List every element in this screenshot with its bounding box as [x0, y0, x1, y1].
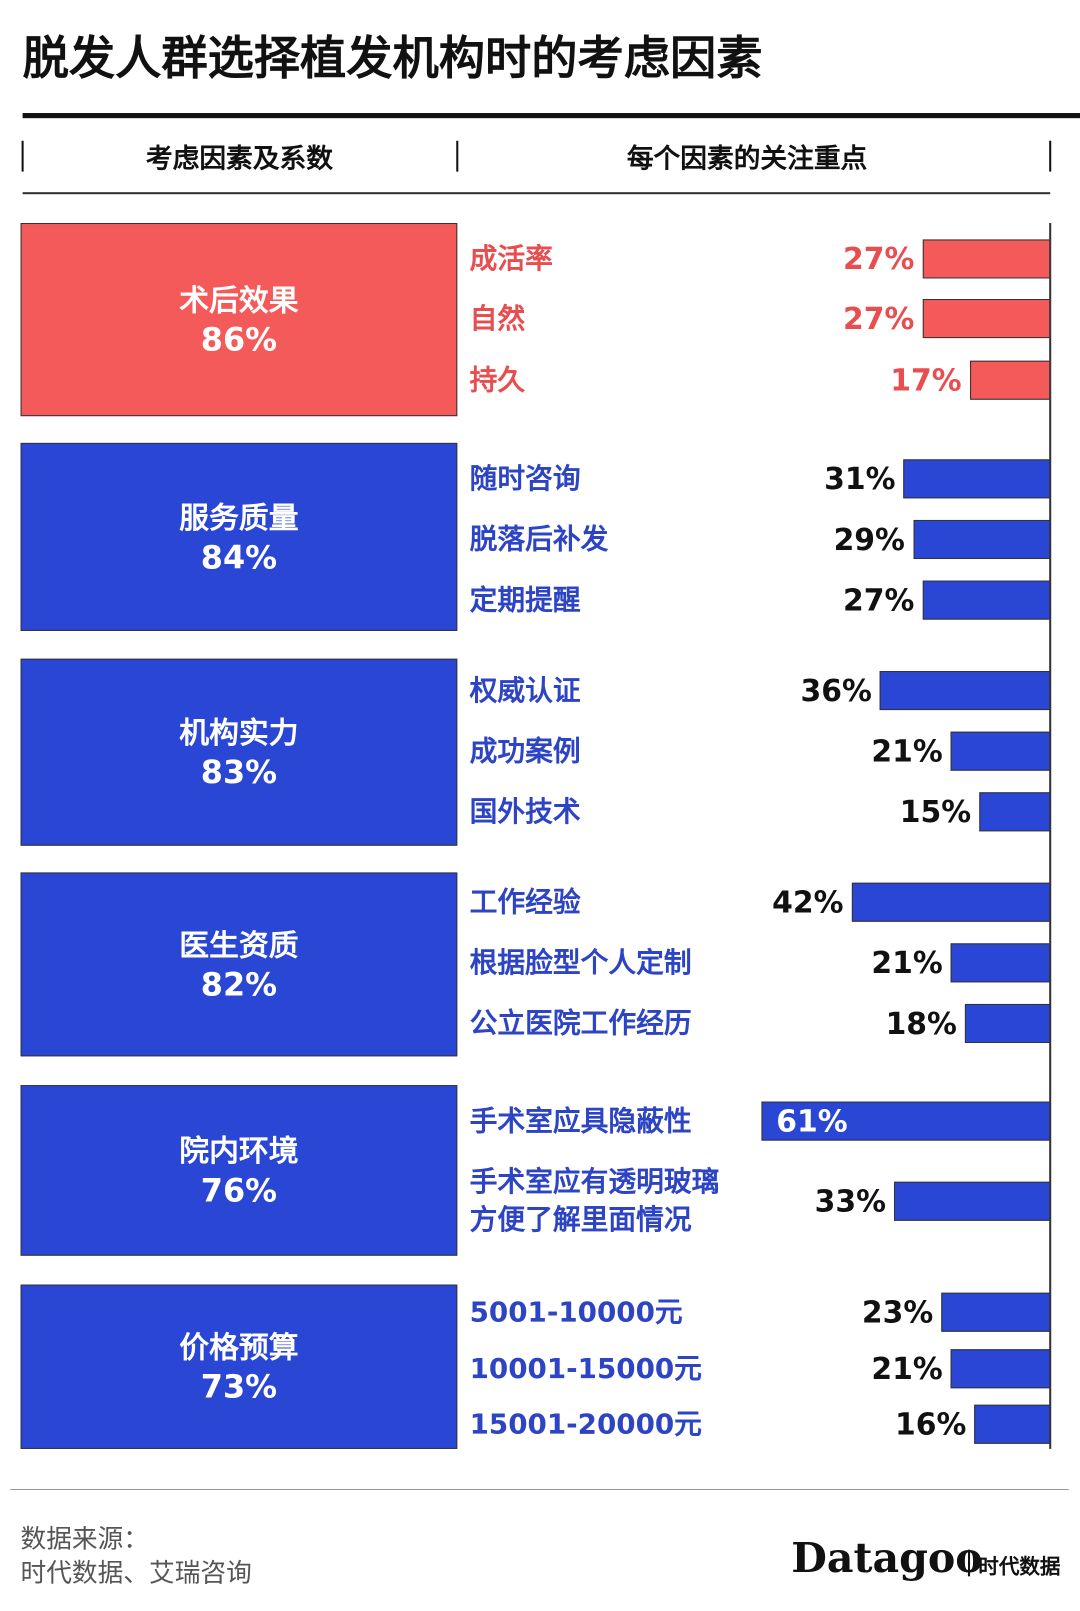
item-name: 5001-10000元 — [469, 1296, 683, 1329]
bar — [922, 299, 1051, 339]
item-name: 成功案例 — [469, 735, 581, 768]
logo: Datagoo — [791, 1534, 983, 1583]
bar — [974, 1404, 1051, 1444]
group-box — [20, 872, 458, 1057]
item-name: 脱落后补发 — [469, 523, 609, 556]
logo-sub: 时代数据 — [978, 1553, 1061, 1579]
bar — [965, 1003, 1051, 1044]
item-name: 自然 — [469, 302, 526, 335]
source-label: 数据来源： — [20, 1523, 150, 1554]
item-name: 成活率 — [469, 243, 553, 275]
group-value: 83% — [200, 754, 278, 792]
group-box — [20, 1085, 458, 1256]
logo-divider — [967, 1549, 971, 1577]
group-box — [20, 658, 458, 846]
footer-rule — [10, 1488, 1069, 1491]
item-name: 根据脸型个人定制 — [469, 946, 692, 979]
group-box — [20, 442, 458, 631]
item-name: 工作经验 — [469, 886, 581, 919]
group-name: 价格预算 — [179, 1329, 299, 1365]
item-name: 定期提醒 — [469, 584, 581, 617]
group-value: 82% — [200, 966, 278, 1004]
group-box — [20, 1284, 458, 1449]
bar-label: 31% — [824, 461, 896, 497]
bar-label: 17% — [890, 362, 962, 398]
bar-label: 61% — [776, 1103, 848, 1139]
item-name: 15001-20000元 — [469, 1408, 702, 1441]
header: 考虑因素及系数 — [145, 143, 333, 175]
bar-label: 42% — [772, 884, 844, 920]
bar-label: 16% — [895, 1406, 967, 1442]
header-rule — [22, 192, 1051, 195]
bar — [950, 943, 1051, 983]
divider — [456, 140, 459, 172]
bar-label: 29% — [833, 522, 905, 557]
group-name: 院内环境 — [179, 1133, 299, 1169]
bar-label: 23% — [861, 1294, 934, 1330]
item-name: 随时咨询 — [469, 462, 581, 495]
axis-line — [1049, 222, 1052, 1449]
bar-label: 21% — [871, 733, 943, 769]
bar — [941, 1292, 1051, 1332]
bar — [913, 519, 1051, 560]
bar-label: 18% — [885, 1006, 957, 1041]
bar-label: 15% — [899, 794, 972, 830]
group-value: 84% — [200, 538, 278, 576]
bar-label: 27% — [843, 241, 915, 277]
item-name: 10001-15000元 — [469, 1352, 702, 1385]
bar — [903, 459, 1051, 499]
group-value: 86% — [200, 321, 278, 359]
item-name: 国外技术 — [469, 795, 581, 828]
group-name: 机构实力 — [179, 715, 299, 751]
bar — [922, 580, 1051, 620]
divider — [21, 140, 24, 172]
divider — [1049, 140, 1052, 172]
bar — [979, 792, 1051, 832]
bar — [922, 239, 1051, 279]
title-rule — [22, 113, 1080, 119]
bar — [950, 1349, 1051, 1389]
group-value: 76% — [200, 1172, 278, 1210]
group-name: 医生资质 — [179, 927, 299, 963]
group-name: 术后效果 — [179, 282, 299, 318]
item-name: 权威认证 — [469, 674, 581, 707]
item-name: 公立医院工作经历 — [469, 1007, 692, 1040]
header: 每个因素的关注重点 — [626, 143, 868, 175]
bar — [969, 360, 1051, 400]
bar-label: 36% — [800, 673, 872, 709]
source: 时代数据、艾瑞咨询 — [20, 1557, 252, 1588]
bar-label: 27% — [843, 301, 915, 337]
bar — [761, 1101, 1051, 1141]
bar-label: 21% — [871, 1351, 943, 1387]
chart-title: 脱发人群选择植发机构时的考虑因素 — [22, 30, 763, 86]
bar — [894, 1181, 1051, 1221]
bar — [950, 731, 1051, 771]
item-name: 手术室应具隐蔽性 — [469, 1105, 692, 1138]
group-box — [20, 222, 458, 417]
bar-label: 21% — [871, 945, 943, 981]
bar — [851, 882, 1051, 922]
group-value: 73% — [200, 1368, 278, 1406]
bar-label: 33% — [814, 1183, 886, 1219]
item-name: 持久 — [469, 364, 526, 397]
item-name: 手术室应有透明玻璃 方便了解里面情况 — [469, 1166, 720, 1237]
group-name: 服务质量 — [179, 499, 299, 535]
bar-label: 27% — [843, 582, 915, 618]
bar — [880, 671, 1051, 711]
